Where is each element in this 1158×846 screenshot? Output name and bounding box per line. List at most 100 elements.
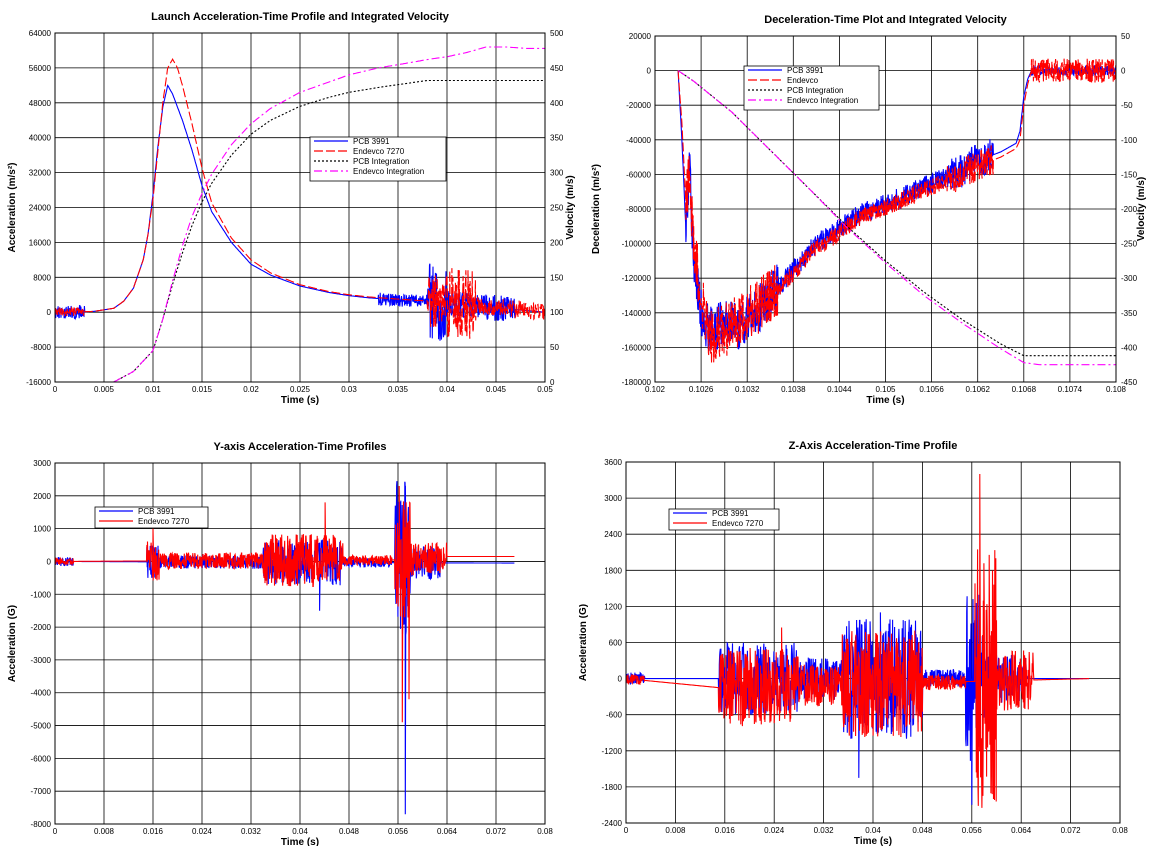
y-tick-label: 20000 (629, 32, 652, 41)
x-tick-label: 0.02 (243, 385, 259, 394)
y-tick-label: 2400 (604, 530, 622, 539)
x-tick-label: 0.016 (715, 826, 736, 835)
series-line-1 (626, 473, 1090, 808)
launch-acceleration-chart: Launch Acceleration-Time Profile and Int… (0, 0, 579, 423)
y2-tick-label: -200 (1121, 205, 1138, 214)
legend-label: Endevco 7270 (138, 517, 190, 526)
x-tick-label: 0.1068 (1012, 385, 1037, 394)
y2-tick-label: 150 (550, 273, 564, 282)
chart-svg: Y-axis Acceleration-Time Profiles 0 0.008 0… (7, 441, 553, 846)
y2-axis-label: Velocity (m/s) (565, 175, 576, 239)
chart-svg: Deceleration-Time Plot and Integrated Ve… (591, 14, 1147, 406)
x-tick-label: 0.005 (94, 385, 115, 394)
y2-tick-label: -300 (1121, 274, 1138, 283)
x-tick-label: 0.024 (764, 826, 785, 835)
x-tick-label: 0.035 (388, 385, 409, 394)
x-tick-label: 0.03 (341, 385, 357, 394)
plot-border (54, 462, 546, 825)
y-tick-label: -100000 (622, 240, 652, 249)
y-tick-label: 24000 (29, 204, 52, 213)
legend-label: PCB 3991 (787, 66, 824, 75)
y2-tick-label: 200 (550, 238, 564, 247)
series-line-1 (55, 57, 545, 339)
y-tick-label: -3000 (31, 656, 52, 665)
chart-title: Y-axis Acceleration-Time Profiles (213, 441, 386, 453)
y-tick-label: 0 (47, 557, 52, 566)
y-tick-label: -180000 (622, 378, 652, 387)
y-axis-label: Acceleration (m/s²) (7, 162, 18, 252)
x-tick-label: 0.064 (1011, 826, 1032, 835)
y-tick-label: 1800 (604, 566, 622, 575)
x-tick-label: 0.008 (94, 827, 115, 836)
chart-title: Launch Acceleration-Time Profile and Int… (151, 11, 450, 23)
x-tick-label: 0.024 (192, 827, 213, 836)
y-axis-label: Acceleration (G) (579, 604, 589, 681)
x-tick-label: 0.072 (1061, 826, 1082, 835)
y2-tick-label: 500 (550, 29, 564, 38)
x-tick-label: 0.1032 (735, 385, 760, 394)
y-tick-label: -7000 (31, 787, 52, 796)
y-tick-label: 2000 (33, 492, 51, 501)
y-tick-label: -600 (606, 711, 623, 720)
y-tick-label: -1800 (602, 783, 623, 792)
y-tick-label: 48000 (29, 99, 52, 108)
y-tick-label: 16000 (29, 238, 52, 247)
legend-label: Endevco Integration (787, 96, 858, 105)
chart-title: Deceleration-Time Plot and Integrated Ve… (764, 14, 1007, 26)
legend-label: PCB 3991 (712, 509, 749, 518)
x-tick-label: 0.04 (439, 385, 455, 394)
y2-tick-label: -450 (1121, 378, 1138, 387)
y-tick-label: -40000 (626, 136, 651, 145)
legend-label: Endevco 7270 (712, 519, 764, 528)
y2-tick-label: 250 (550, 204, 564, 213)
chart-svg: Z-Axis Acceleration-Time Profile 0 0.008 0.… (579, 440, 1128, 846)
legend-box (309, 136, 447, 182)
y-tick-label: -20000 (626, 101, 651, 110)
y-tick-label: 8000 (33, 273, 51, 282)
series-line-2 (113, 79, 545, 382)
y2-tick-label: 450 (550, 64, 564, 73)
y2-tick-label: -350 (1121, 309, 1138, 318)
y2-tick-label: 50 (550, 343, 559, 352)
y-tick-label: 3600 (604, 458, 622, 467)
plot-border (54, 32, 546, 383)
series-line-3 (113, 46, 545, 382)
x-tick-label: 0.048 (339, 827, 360, 836)
y-tick-label: 1000 (33, 525, 51, 534)
legend-box (94, 506, 209, 529)
legend-label: Endevco (787, 76, 819, 85)
y-axis-label: Acceleration (G) (7, 605, 18, 682)
y-tick-label: 0 (647, 67, 652, 76)
y-tick-label: -80000 (626, 205, 651, 214)
x-tick-label: 0.105 (875, 385, 896, 394)
y-tick-label: -140000 (622, 309, 652, 318)
z-axis-acceleration-chart: Z-Axis Acceleration-Time Profile 0 0.008 0.… (579, 423, 1158, 846)
legend-label: PCB 3991 (353, 137, 390, 146)
plot-border (625, 461, 1121, 824)
series-line-0 (55, 481, 515, 815)
y-tick-label: -160000 (622, 343, 652, 352)
x-tick-label: 0.08 (537, 827, 553, 836)
y2-tick-label: 300 (550, 169, 564, 178)
x-tick-label: 0.1074 (1058, 385, 1083, 394)
x-tick-label: 0.1044 (827, 385, 852, 394)
x-tick-label: 0 (53, 385, 58, 394)
x-tick-label: 0.056 (962, 826, 983, 835)
y-axis-acceleration-chart: Y-axis Acceleration-Time Profiles 0 0.008 0… (0, 423, 579, 846)
x-tick-label: 0.056 (388, 827, 409, 836)
y-tick-label: 1200 (604, 602, 622, 611)
series-line-0 (55, 84, 545, 341)
x-tick-label: 0.108 (1106, 385, 1127, 394)
x-tick-label: 0 (53, 827, 58, 836)
x-tick-label: 0.016 (143, 827, 164, 836)
y-tick-label: -16000 (26, 378, 51, 387)
y2-tick-label: 50 (1121, 32, 1130, 41)
y-tick-label: 3000 (604, 494, 622, 503)
legend-label: Endevco Integration (353, 167, 424, 176)
y-tick-label: -6000 (31, 754, 52, 763)
x-tick-label: 0.1026 (689, 385, 714, 394)
legend-box (743, 65, 880, 111)
y-tick-label: -60000 (626, 170, 651, 179)
x-tick-label: 0.072 (486, 827, 507, 836)
x-tick-label: 0.1038 (781, 385, 806, 394)
